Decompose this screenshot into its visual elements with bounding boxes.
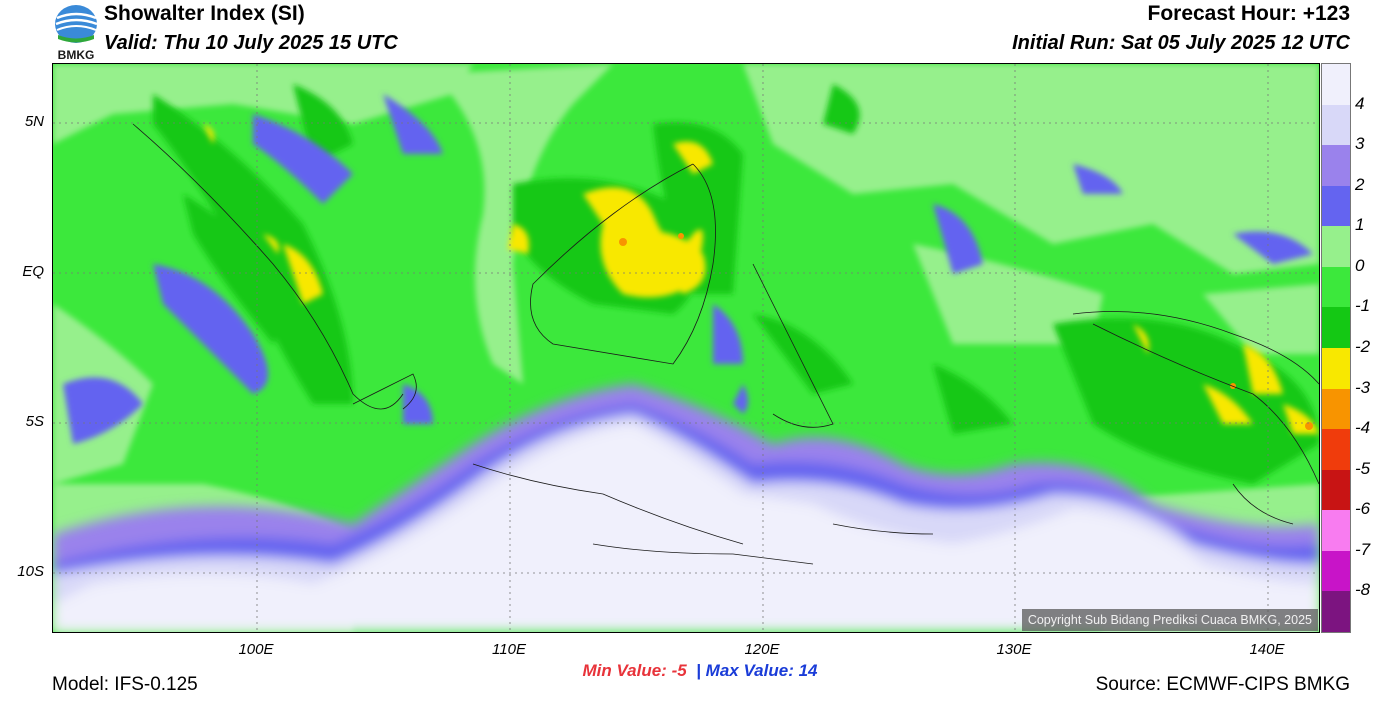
- model-name: Model: IFS-0.125: [52, 674, 198, 695]
- colorbar-swatch: [1322, 226, 1350, 268]
- colorbar-label: 3: [1355, 134, 1365, 154]
- field-yellow: [203, 124, 1319, 434]
- colorbar-label: 0: [1355, 255, 1365, 275]
- max-label: Max Value:: [705, 661, 794, 680]
- colorbar-label: -7: [1355, 539, 1371, 559]
- colorbar-label: 4: [1355, 93, 1365, 113]
- colorbar-swatch: [1322, 429, 1350, 471]
- colorbar-label: -2: [1355, 337, 1371, 356]
- colorbar-swatch: [1322, 145, 1350, 187]
- colorbar-swatch: [1322, 591, 1350, 633]
- field-blue: [63, 94, 1313, 444]
- grid-lines: [53, 64, 1319, 632]
- min-label: Min Value:: [582, 661, 667, 680]
- lat-label-10s: 10S: [17, 563, 44, 580]
- colorbar-label: -8: [1355, 580, 1371, 600]
- colorbar-swatch: [1322, 469, 1350, 511]
- field-orange: [619, 233, 1313, 430]
- colorbar-swatch: [1322, 104, 1350, 146]
- colorbar-swatch: [1322, 550, 1350, 592]
- colorbar-swatch: [1322, 510, 1350, 552]
- colorbar-label: -3: [1355, 377, 1371, 397]
- max-value: 14: [798, 661, 818, 680]
- colorbar-label: 1: [1355, 215, 1365, 235]
- colorbar-swatch: [1322, 307, 1350, 349]
- lon-label-130e: 130E: [996, 641, 1032, 658]
- valid-time: Valid: Thu 10 July 2025 15 UTC: [104, 32, 398, 54]
- coastlines: [132, 123, 1319, 565]
- logo-text: BMKG: [58, 48, 95, 62]
- lon-label-120e: 120E: [744, 641, 780, 658]
- showalter-index-map: [52, 63, 1320, 633]
- lon-label-110e: 110E: [492, 641, 526, 658]
- colorbar-swatch: [1322, 266, 1350, 308]
- colorbar-label: 2: [1355, 174, 1365, 194]
- chart-title: Showalter Index (SI): [104, 2, 305, 25]
- colorbar-swatch: [1322, 348, 1350, 390]
- colorbar-label: -1: [1355, 296, 1371, 316]
- colorbar-label: -5: [1355, 458, 1371, 478]
- colorbar-swatch: [1322, 185, 1350, 227]
- colorbar: [1321, 63, 1351, 633]
- initial-run: Initial Run: Sat 05 July 2025 12 UTC: [1012, 32, 1350, 54]
- data-source: Source: ECMWF-CIPS BMKG: [1095, 674, 1350, 695]
- forecast-hour: Forecast Hour: +123: [1147, 2, 1351, 25]
- lat-label-5n: 5N: [24, 113, 44, 130]
- field-south-band: [53, 384, 1319, 632]
- colorbar-swatch: [1322, 388, 1350, 430]
- lon-label-100e: 100E: [238, 641, 274, 658]
- lat-label-5s: 5S: [25, 413, 44, 430]
- colorbar-label: -4: [1355, 418, 1371, 438]
- colorbar-label: -6: [1355, 499, 1371, 519]
- lat-label-eq: EQ: [22, 263, 44, 280]
- min-value: -5: [671, 661, 687, 680]
- colorbar-swatch: [1322, 64, 1350, 106]
- copyright-notice: Copyright Sub Bidang Prediksi Cuaca BMKG…: [1021, 609, 1318, 631]
- bmkg-logo: BMKG: [52, 2, 102, 62]
- minmax-separator: |: [696, 661, 701, 680]
- min-max-values: Min Value: -5 | Max Value: 14: [0, 661, 1400, 681]
- lon-label-140e: 140E: [1249, 641, 1285, 658]
